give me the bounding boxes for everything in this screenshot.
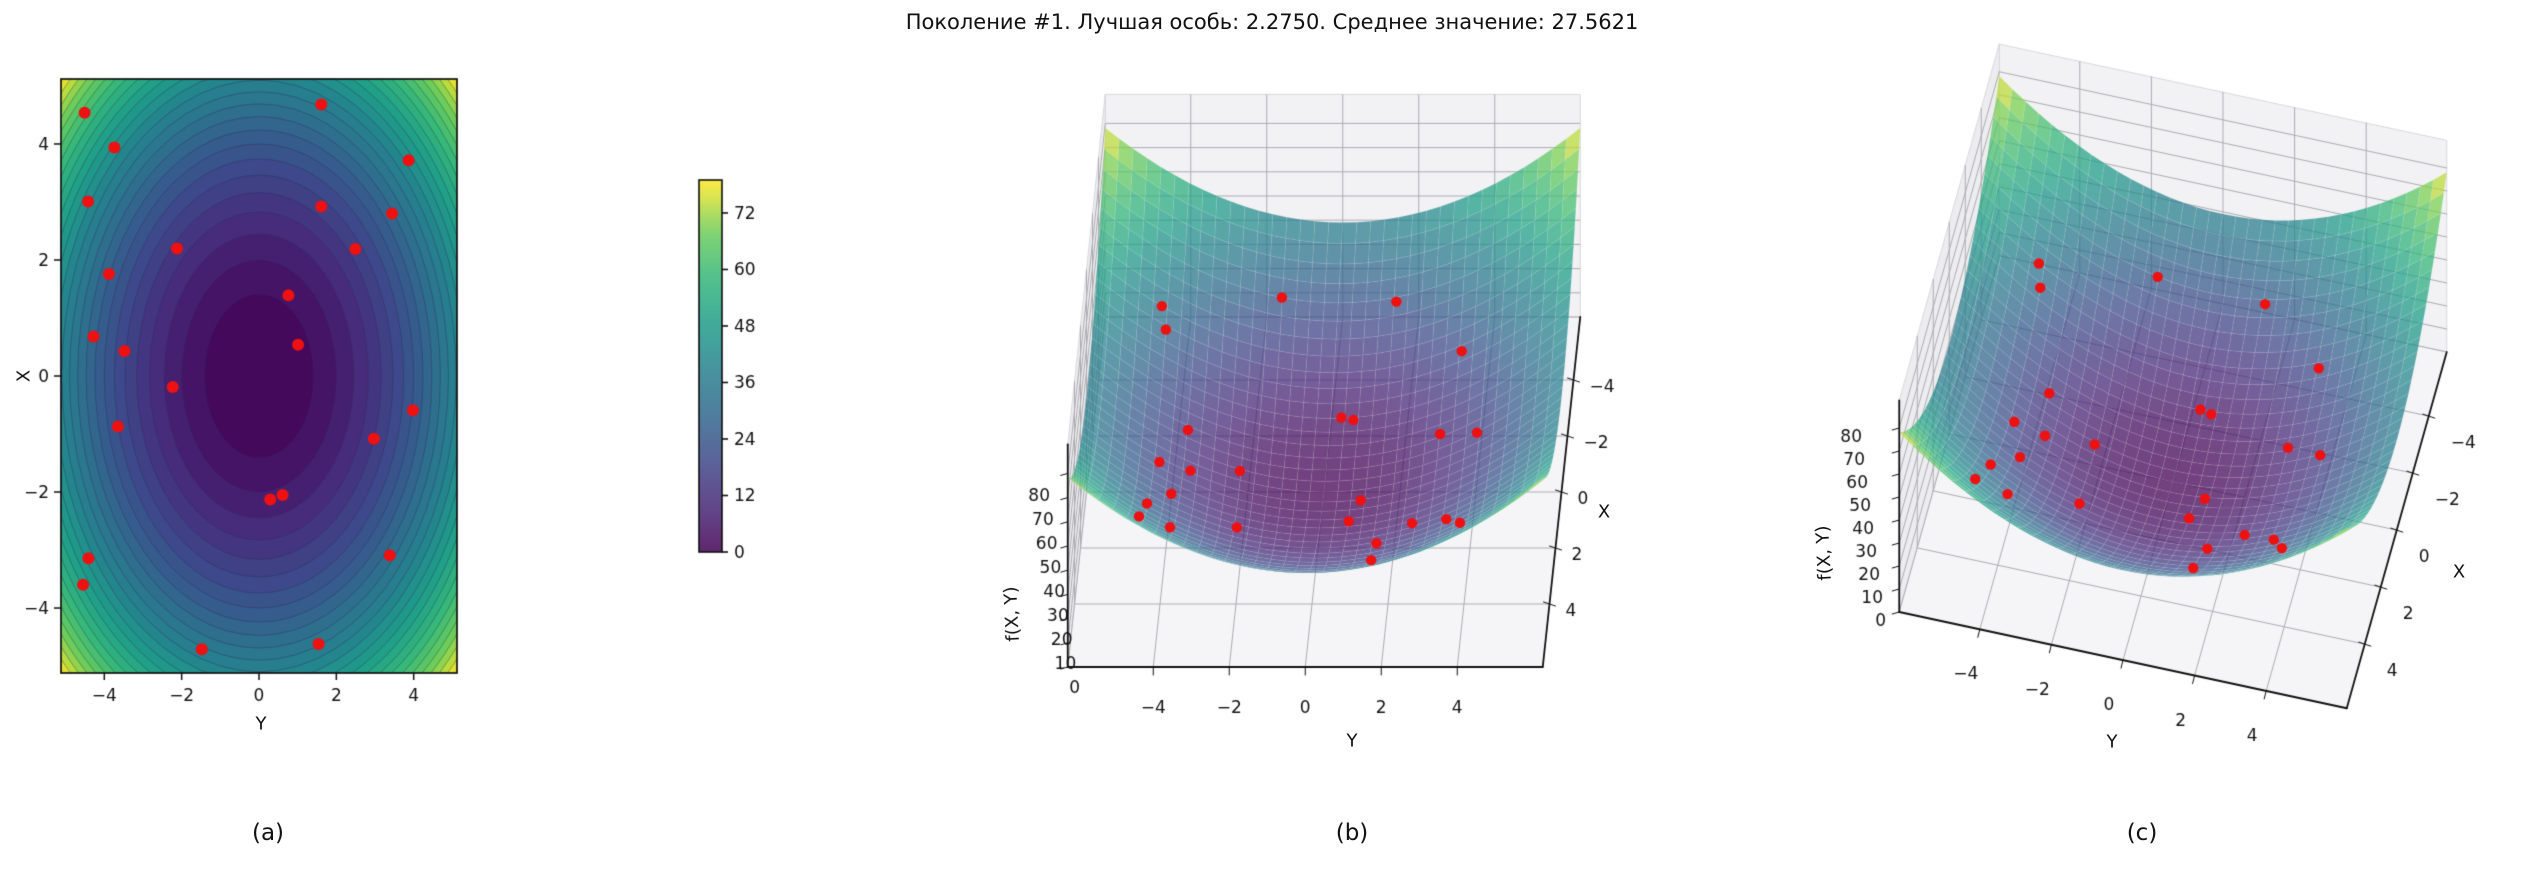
panel-c-xaxis-label: Y [2106,731,2118,753]
panel-b-yaxis-label: X [1597,501,1611,523]
panel-a-xaxis-label: Y [255,713,267,735]
panel-c-caption: (c) [2126,820,2158,846]
panel-b-xaxis-label: Y [1346,730,1358,752]
panel-a-caption: (a) [251,820,285,846]
panel-a-yaxis-label: X [13,369,35,383]
figure-title: Поколение #1. Лучшая особь: 2.2750. Сред… [905,10,1639,34]
panel-b-zaxis-label: f(X, Y) [1000,585,1024,643]
panel-b-caption: (b) [1335,820,1369,846]
panel-c-yaxis-label: X [2452,561,2466,583]
panel-c-zaxis-label: f(X, Y) [1812,524,1836,582]
